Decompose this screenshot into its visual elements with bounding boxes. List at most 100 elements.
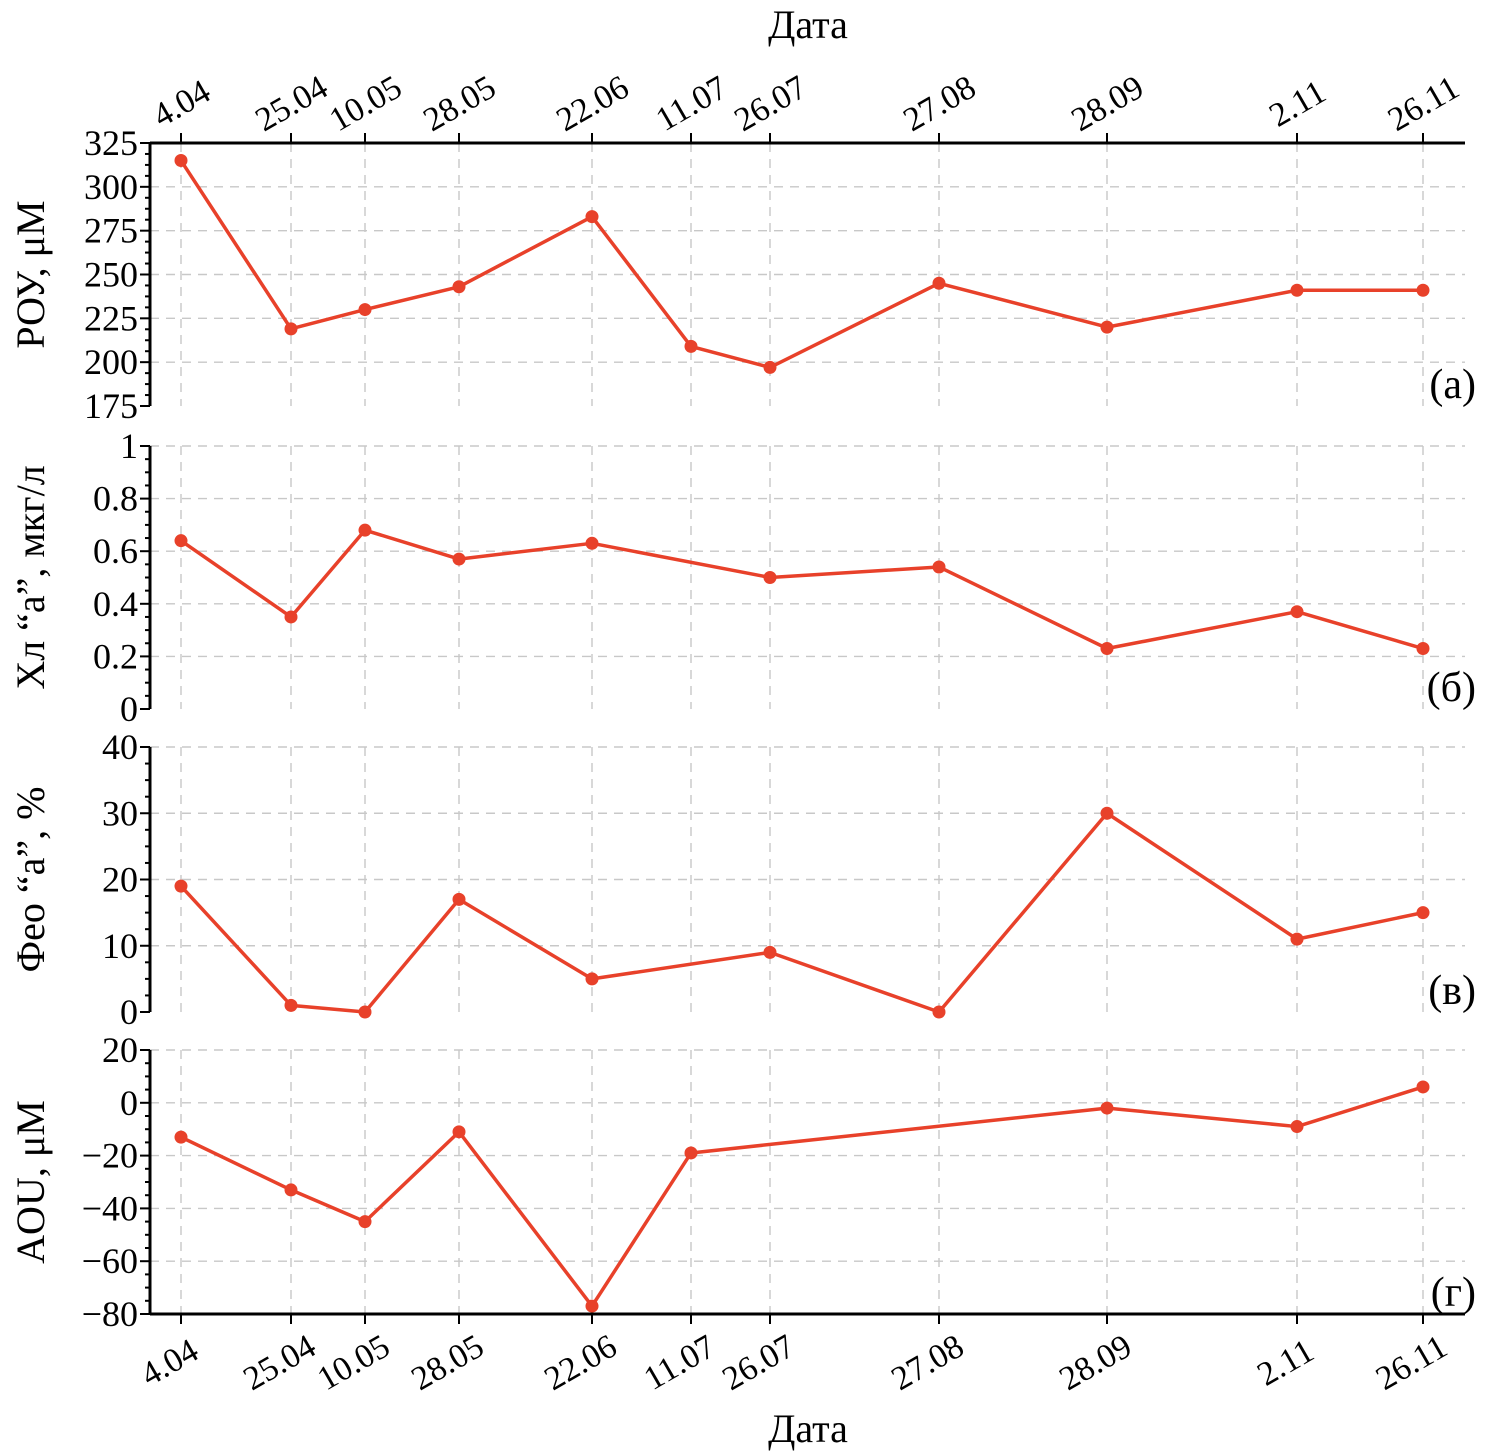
data-point — [452, 1125, 466, 1139]
data-point — [585, 536, 599, 550]
data-point — [1290, 932, 1304, 946]
y-tick-label: 10 — [102, 926, 138, 966]
y-axis-title: Хл “а”, мкг/л — [8, 465, 53, 689]
data-point — [284, 998, 298, 1012]
top-x-tick-label: 26.07 — [728, 69, 813, 139]
y-axis-title: РОУ, μМ — [8, 200, 53, 348]
data-point — [358, 1215, 372, 1229]
y-tick-label: 325 — [84, 123, 138, 163]
y-tick-label: 225 — [84, 298, 138, 338]
data-point — [763, 945, 777, 959]
y-tick-label: −80 — [82, 1294, 138, 1334]
data-point — [358, 523, 372, 537]
bottom-x-tick-label: 11.07 — [638, 1328, 722, 1398]
y-axis-title: AOU, μМ — [8, 1100, 53, 1264]
data-point — [1416, 642, 1430, 656]
data-point — [174, 879, 188, 893]
bottom-x-tick-label: 27.08 — [885, 1328, 970, 1398]
data-point — [174, 1130, 188, 1144]
bottom-x-tick-label: 28.09 — [1053, 1328, 1138, 1398]
series-line — [180, 1085, 1424, 1308]
panel-letter: (а) — [1429, 362, 1476, 408]
y-tick-label: 20 — [102, 860, 138, 900]
data-point — [684, 1146, 698, 1160]
bottom-x-tick-label: 2.11 — [1251, 1332, 1320, 1393]
y-tick-label: 0.2 — [93, 636, 138, 676]
series-line — [180, 528, 1424, 651]
data-point — [1416, 906, 1430, 920]
data-point — [1290, 605, 1304, 619]
y-tick-label: 30 — [102, 793, 138, 833]
bottom-x-axis-title: Дата — [768, 1406, 848, 1451]
top-x-tick-label: 11.07 — [650, 69, 734, 139]
panel-3: −80 −60 −40 −20 0 20 AOU, μМ (г) — [8, 1030, 1476, 1334]
y-tick-label: 0.6 — [93, 531, 138, 571]
top-x-axis-title: Дата — [768, 2, 848, 47]
y-tick-label: 20 — [102, 1030, 138, 1070]
data-point — [284, 322, 298, 336]
bottom-x-tick-label: 26.11 — [1370, 1328, 1454, 1398]
y-tick-label: −40 — [82, 1188, 138, 1228]
panel-2: 0 10 20 30 40 Фео “а”, % (в) — [8, 727, 1476, 1032]
bottom-x-tick-label: 28.05 — [405, 1328, 490, 1398]
y-tick-label: 0 — [120, 1083, 138, 1123]
panel-letter: (б) — [1427, 665, 1476, 711]
panel-letter: (г) — [1431, 1270, 1476, 1316]
data-point — [174, 154, 188, 168]
data-point — [284, 610, 298, 624]
y-tick-label: −60 — [82, 1241, 138, 1281]
top-x-tick-label: 26.11 — [1382, 69, 1466, 139]
top-x-tick-label: 28.09 — [1065, 69, 1150, 139]
panel-letter: (в) — [1428, 968, 1476, 1014]
data-point — [452, 280, 466, 294]
bottom-x-tick-label: 4.04 — [135, 1332, 205, 1394]
data-point — [763, 360, 777, 374]
y-axis-title: Фео “а”, % — [8, 787, 53, 973]
data-point — [932, 1005, 946, 1019]
y-tick-label: 0 — [120, 992, 138, 1032]
data-point — [358, 303, 372, 317]
data-point — [1290, 1120, 1304, 1134]
top-x-tick-label: 25.04 — [249, 69, 334, 139]
bottom-x-tick-label: 22.06 — [538, 1328, 623, 1398]
y-tick-label: 1 — [120, 426, 138, 466]
data-point — [1100, 642, 1114, 656]
data-point — [174, 534, 188, 548]
data-point — [1100, 806, 1114, 820]
data-point — [684, 339, 698, 353]
top-x-tick-label: 27.08 — [897, 69, 982, 139]
data-point — [932, 276, 946, 290]
data-point — [1290, 283, 1304, 297]
top-x-tick-label: 2.11 — [1263, 73, 1332, 134]
y-tick-label: 250 — [84, 255, 138, 295]
y-tick-label: 275 — [84, 211, 138, 251]
top-x-tick-label: 22.06 — [550, 69, 635, 139]
y-tick-label: 200 — [84, 342, 138, 382]
data-point — [763, 571, 777, 584]
data-point — [452, 892, 466, 906]
bottom-x-tick-label: 25.04 — [237, 1328, 322, 1398]
panel-1: 0 0.2 0.4 0.6 0.8 1 Хл “а”, мкг/л (б) — [8, 426, 1476, 729]
y-tick-label: 40 — [102, 727, 138, 767]
y-tick-label: 0.4 — [93, 584, 138, 624]
top-x-tick-label: 4.04 — [147, 73, 217, 135]
y-tick-label: −20 — [82, 1136, 138, 1176]
data-point — [932, 560, 946, 574]
data-point — [452, 552, 466, 566]
data-point — [284, 1183, 298, 1197]
series-line — [179, 159, 1423, 370]
data-point — [585, 1299, 599, 1313]
top-x-tick-label: 28.05 — [417, 69, 502, 139]
data-point — [1100, 1101, 1114, 1115]
data-point — [1416, 1080, 1430, 1094]
y-tick-label: 175 — [84, 386, 138, 426]
data-point — [358, 1005, 372, 1019]
data-point — [585, 972, 599, 986]
y-tick-label: 300 — [84, 167, 138, 207]
data-point — [1416, 283, 1430, 297]
bottom-x-tick-label: 26.07 — [716, 1328, 801, 1398]
top-x-tick-label: 10.05 — [323, 69, 408, 139]
y-tick-label: 0 — [120, 689, 138, 729]
